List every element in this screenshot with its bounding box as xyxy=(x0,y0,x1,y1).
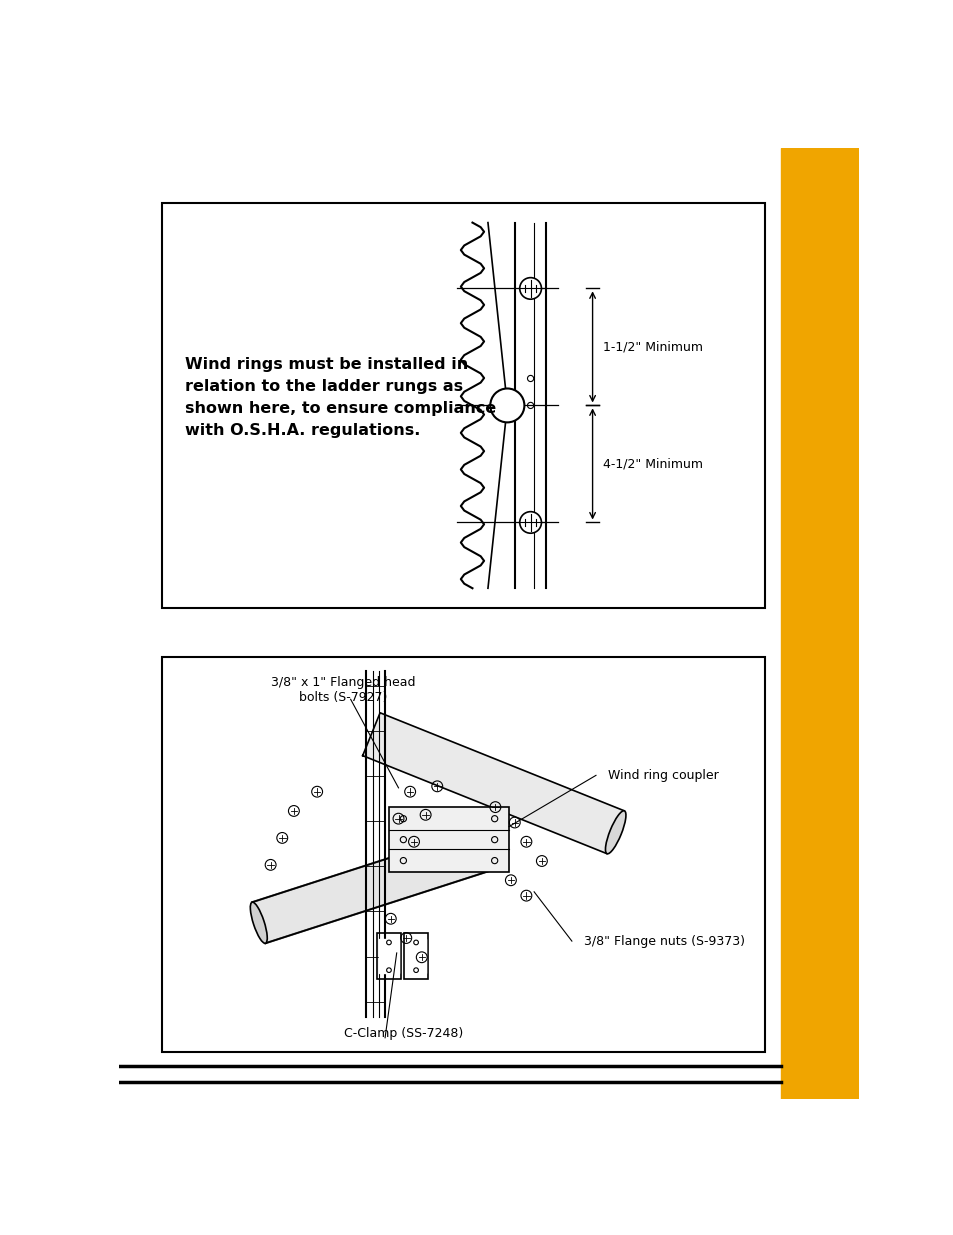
Ellipse shape xyxy=(605,810,625,853)
Bar xyxy=(389,806,509,872)
Text: 3/8" x 1" Flanged head
bolts (S-7927): 3/8" x 1" Flanged head bolts (S-7927) xyxy=(271,677,415,704)
Bar xyxy=(162,204,764,608)
Bar xyxy=(377,934,400,979)
Ellipse shape xyxy=(250,902,267,944)
Polygon shape xyxy=(362,713,624,853)
Bar xyxy=(781,148,858,1099)
Circle shape xyxy=(519,511,541,534)
Text: 4-1/2" Minimum: 4-1/2" Minimum xyxy=(603,457,702,471)
Text: Wind ring coupler: Wind ring coupler xyxy=(607,769,718,782)
Bar xyxy=(404,934,427,979)
Polygon shape xyxy=(252,829,494,944)
Text: 3/8" Flange nuts (S-9373): 3/8" Flange nuts (S-9373) xyxy=(583,935,744,947)
Polygon shape xyxy=(378,940,398,973)
Circle shape xyxy=(519,278,541,299)
Circle shape xyxy=(490,389,524,422)
Text: C-Clamp (SS-7248): C-Clamp (SS-7248) xyxy=(343,1028,462,1040)
Polygon shape xyxy=(406,940,426,973)
Text: Wind rings must be installed in
relation to the ladder rungs as
shown here, to e: Wind rings must be installed in relation… xyxy=(185,357,497,438)
Text: 1-1/2" Minimum: 1-1/2" Minimum xyxy=(603,341,702,353)
Bar xyxy=(162,657,764,1051)
